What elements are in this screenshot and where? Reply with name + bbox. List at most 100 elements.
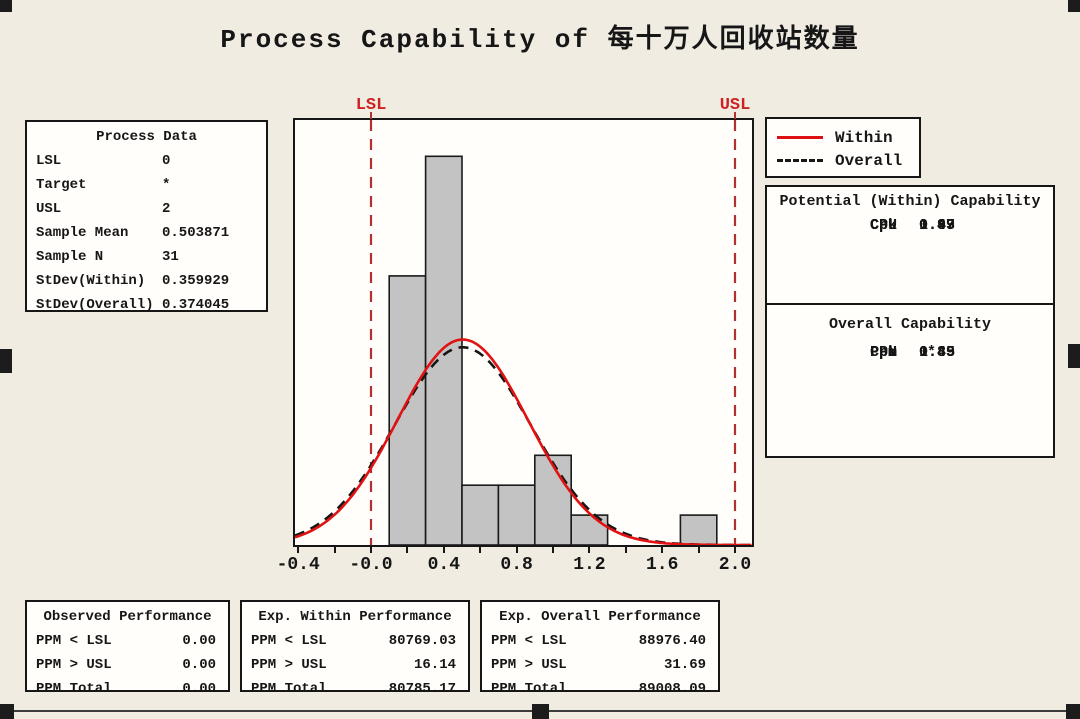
histogram-bar xyxy=(534,454,573,545)
process-data-row: Sample Mean 0.503871 xyxy=(27,221,266,245)
stat-value: 0.47 xyxy=(919,217,956,234)
exp-within-performance-title: Exp. Within Performance xyxy=(258,609,452,625)
x-axis-tick xyxy=(552,545,554,553)
histogram-bar xyxy=(461,484,500,545)
page-title: Process Capability of 每十万人回收站数量 xyxy=(220,25,860,55)
usl-label: USL xyxy=(719,96,751,115)
x-axis-tick-label: -0.0 xyxy=(349,555,393,575)
process-data-row: Target * xyxy=(27,173,266,197)
performance-row: PPM < LSL 88976.40 xyxy=(482,629,718,653)
stat-label: CPU xyxy=(870,217,898,234)
exp-overall-performance-title: Exp. Overall Performance xyxy=(499,609,701,625)
selection-handle-middle-right[interactable] xyxy=(1068,344,1080,368)
x-axis-tick xyxy=(624,545,627,553)
selection-handle-top-left[interactable] xyxy=(0,0,12,12)
within-line-sample xyxy=(777,136,823,139)
selection-handle-bottom-right[interactable] xyxy=(1066,704,1080,719)
stat-value: 80785.17 xyxy=(388,681,456,697)
stat-label: Cpm xyxy=(870,344,898,361)
performance-row: PPM > USL 31.69 xyxy=(482,653,718,677)
stat-value: 0.00 xyxy=(182,633,216,649)
histogram-bar xyxy=(424,155,463,545)
stat-value: 16.14 xyxy=(413,657,456,673)
exp-overall-performance-box: Exp. Overall Performance PPM < LSL 88976.… xyxy=(480,600,720,697)
x-axis-tick xyxy=(661,545,664,553)
histogram-svg xyxy=(295,120,752,545)
process-data-row: StDev(Within) 0.359929 xyxy=(27,269,266,293)
x-axis-tick xyxy=(588,545,591,553)
stat-label: Target xyxy=(36,177,87,193)
stat-label: Ppk xyxy=(870,344,898,361)
stat-value: 0.45 xyxy=(919,344,956,361)
x-axis-tick xyxy=(333,545,336,553)
performance-row: PPM < LSL 0.00 xyxy=(27,629,228,653)
performance-row: PPM Total 80785.17 xyxy=(242,677,468,701)
stat-label: PPM > USL xyxy=(491,657,567,673)
stat-label: PPU xyxy=(870,344,898,361)
stat-label: Cp xyxy=(870,217,889,234)
stat-label: USL xyxy=(36,201,62,217)
stat-value: 1.33 xyxy=(919,344,956,361)
stat-value: 89008.09 xyxy=(638,681,706,697)
stat-label: PPM < LSL xyxy=(36,633,112,649)
selection-handle-bottom-center[interactable] xyxy=(532,704,549,719)
histogram-bar xyxy=(679,514,718,545)
stat-value: 31 xyxy=(162,249,179,265)
performance-row: PPM > USL 16.14 xyxy=(242,653,468,677)
process-data-row: Sample N 31 xyxy=(27,245,266,269)
legend-within-label: Within xyxy=(835,128,893,147)
stat-label: Sample N xyxy=(36,249,104,265)
stat-label: PPM Total xyxy=(36,681,112,697)
x-axis-tick xyxy=(406,545,409,553)
stat-value: * xyxy=(927,344,937,361)
stat-value: 88976.40 xyxy=(638,633,706,649)
x-axis-tick-label: 2.0 xyxy=(718,555,752,575)
stat-label: CPL xyxy=(870,217,898,234)
stat-label: StDev(Overall) xyxy=(36,297,154,313)
stat-label: Pp xyxy=(870,344,889,361)
lsl-line-connector xyxy=(370,112,372,119)
exp-within-performance-box: Exp. Within Performance PPM < LSL 80769.0… xyxy=(240,600,470,697)
process-data-title: Process Data xyxy=(96,129,197,145)
x-axis-tick xyxy=(515,545,518,553)
stat-value: * xyxy=(162,177,171,193)
stat-label: PPM < LSL xyxy=(251,633,327,649)
stat-value: 0.503871 xyxy=(162,225,230,241)
stat-label: PPM Total xyxy=(491,681,567,697)
x-axis-tick xyxy=(297,545,300,553)
observed-performance-box: Observed Performance PPM < LSL 0.00 PPM >… xyxy=(25,600,230,697)
stat-label: PPM Total xyxy=(251,681,327,697)
selection-handle-top-right[interactable] xyxy=(1068,0,1080,12)
stat-value: 0.00 xyxy=(182,657,216,673)
potential-capability-title: Potential (Within) Capability xyxy=(779,193,1041,210)
performance-row: PPM > USL 0.00 xyxy=(27,653,228,677)
selection-handle-bottom-left[interactable] xyxy=(0,704,14,719)
overall-capability-title: Overall Capability xyxy=(828,316,992,333)
stat-value: 1.39 xyxy=(919,217,956,234)
x-axis-tick-label: 1.2 xyxy=(573,555,606,575)
within-normal-curve xyxy=(295,338,752,545)
x-axis-tick xyxy=(370,545,372,553)
x-axis-tick-label: -0.4 xyxy=(276,555,320,575)
stat-value: 0.47 xyxy=(919,217,956,234)
x-axis-tick xyxy=(479,545,482,553)
legend-row-within: Within xyxy=(777,126,919,149)
observed-performance-title: Observed Performance xyxy=(43,609,212,625)
stat-value: 0 xyxy=(162,153,171,169)
stat-value: 0.359929 xyxy=(162,273,230,289)
stat-label: Cpk xyxy=(870,217,898,234)
curve-legend: Within Overall xyxy=(765,117,921,178)
stat-value: 0.00 xyxy=(182,681,216,697)
stat-value: 0.89 xyxy=(919,344,956,361)
overall-line-sample xyxy=(777,159,823,162)
stat-value: 0.374045 xyxy=(162,297,230,313)
overall-capability-box: Overall Capability Pp 0.89 PPL 0.45 PPU 1.3… xyxy=(765,303,1055,458)
stat-label: Sample Mean xyxy=(36,225,129,241)
stat-label: PPM > USL xyxy=(251,657,327,673)
process-data-box: Process Data LSL 0 Target * USL 2 Sample Me… xyxy=(25,120,268,313)
stat-label: PPM < LSL xyxy=(491,633,567,649)
selection-handle-middle-left[interactable] xyxy=(0,349,12,373)
stat-value: 0.45 xyxy=(919,344,956,361)
x-axis: -0.4 -0.0 0.4 0.8 1.2 1.6 2.0 xyxy=(277,545,752,585)
stat-label: LSL xyxy=(36,153,62,169)
